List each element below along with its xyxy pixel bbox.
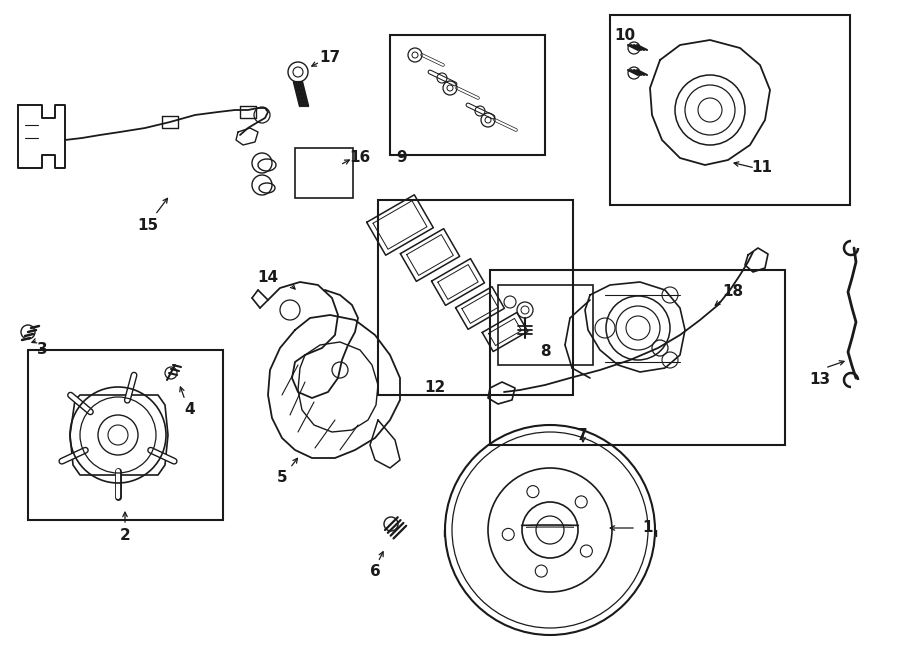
Bar [498, 285, 593, 365]
Text: 3: 3 [37, 342, 48, 357]
Text: 11: 11 [752, 160, 772, 175]
Text: 13: 13 [809, 373, 831, 387]
Text: 5: 5 [276, 471, 287, 485]
Text: 4: 4 [184, 402, 195, 418]
Bar [610, 15, 850, 205]
Text: 2: 2 [120, 528, 130, 544]
Text: 18: 18 [723, 285, 743, 299]
Text: 15: 15 [138, 218, 158, 232]
Text: 7: 7 [577, 428, 588, 442]
Bar [490, 270, 785, 445]
Text: 10: 10 [615, 28, 635, 42]
Bar [390, 35, 545, 155]
Bar [378, 200, 573, 395]
Text: 6: 6 [370, 565, 381, 579]
Text: 12: 12 [425, 381, 446, 395]
Text: 14: 14 [257, 271, 279, 285]
Text: 8: 8 [540, 344, 550, 359]
Bar [28, 350, 223, 520]
Text: 9: 9 [397, 150, 408, 166]
Text: 16: 16 [349, 150, 371, 166]
Bar [295, 148, 353, 198]
Text: 1: 1 [643, 520, 653, 536]
Text: 17: 17 [320, 50, 340, 66]
